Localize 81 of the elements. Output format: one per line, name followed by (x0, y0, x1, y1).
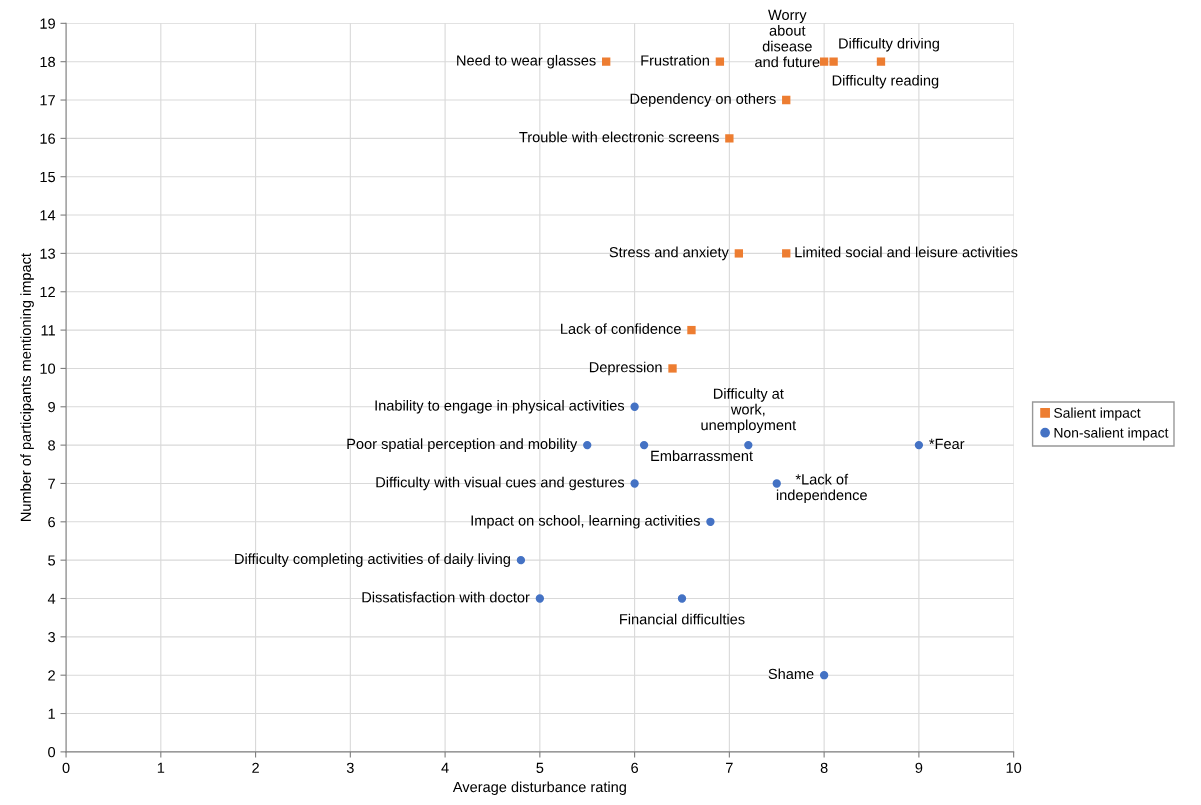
annotation: Embarrassment (651, 450, 753, 462)
y-tick-label: 3 (48, 631, 55, 643)
x-axis-title: Average disturbance rating (452, 781, 626, 796)
point (687, 325, 696, 335)
annotation: *Fear (929, 438, 965, 450)
annotation: Depression (589, 361, 662, 376)
y-tick-label: 1 (48, 708, 55, 719)
point (639, 440, 649, 450)
annotation: Difficulty completing activities of daily living (235, 553, 510, 567)
point (744, 440, 753, 450)
annotation: Dependency on others (630, 93, 776, 107)
annotation: Stress and anxiety (609, 246, 729, 261)
annotation: Difficulty reading (832, 74, 939, 89)
x-tick-label: 8 (820, 762, 828, 773)
point (914, 440, 924, 450)
y-tick-label: 11 (41, 325, 55, 336)
point (602, 57, 611, 66)
x-tick-label: 1 (157, 762, 165, 773)
annotation: Difficulty with visual cues and gestures (376, 476, 625, 491)
point (772, 479, 781, 488)
point (819, 57, 829, 66)
x-tick-label: 3 (346, 762, 354, 773)
point (677, 594, 687, 603)
x-tick-label: 9 (915, 762, 923, 773)
point (782, 95, 791, 105)
annotation: *Lack of independence (776, 473, 867, 504)
x-tick-label: 5 (536, 762, 544, 773)
annotation: Difficulty at work, unemployment (701, 388, 797, 434)
y-tick-label: 12 (40, 286, 55, 298)
point (725, 134, 734, 143)
x-tick-label: 4 (441, 762, 449, 773)
x-tick-label: 10 (1006, 762, 1022, 773)
y-tick-label: 15 (40, 171, 56, 183)
y-tick-label: 8 (48, 440, 55, 451)
x-tick-label: 0 (62, 762, 70, 773)
point (630, 402, 639, 411)
y-tick-label: 14 (40, 210, 56, 221)
point (535, 594, 545, 603)
legend-label: Salient impact (1054, 407, 1141, 421)
point (630, 479, 639, 488)
point (583, 440, 592, 450)
y-tick-label: 17 (40, 95, 55, 106)
annotation: Limited social and leisure activities (795, 246, 1018, 258)
point (715, 57, 725, 66)
y-tick-label: 6 (48, 516, 55, 528)
point (516, 555, 526, 565)
y-tick-label: 7 (48, 478, 55, 489)
y-axis-title: Number of participants mentioning impact (20, 253, 34, 521)
annotation: Need to wear glasses (457, 54, 596, 69)
annotation: Shame (768, 668, 814, 680)
y-tick-label: 0 (48, 746, 56, 758)
point (782, 249, 791, 258)
y-tick-label: 13 (40, 248, 55, 259)
x-tick-label: 2 (252, 762, 259, 773)
annotation: Dissatisfaction with doctor (362, 591, 530, 603)
point (734, 249, 744, 258)
x-tick-label: 7 (726, 762, 733, 773)
y-tick-label: 10 (40, 363, 56, 374)
point (876, 57, 886, 66)
y-tick-label: 18 (40, 56, 56, 68)
legend-label: Non-salient impact (1054, 427, 1169, 441)
point (819, 671, 829, 680)
annotation: Frustration (641, 54, 709, 66)
point (829, 57, 838, 66)
y-tick-label: 2 (48, 670, 55, 681)
y-tick-label: 4 (47, 593, 56, 604)
annotation: Worry about disease and future (755, 9, 820, 68)
annotation: Difficulty driving (839, 37, 939, 52)
y-tick-label: 16 (40, 133, 55, 144)
y-tick-label: 19 (40, 18, 55, 29)
annotation: Inability to engage in physical activities (375, 399, 625, 414)
y-tick-label: 5 (48, 555, 56, 566)
annotation: Financial difficulties (620, 613, 745, 625)
point (706, 517, 715, 526)
annotation: Lack of confidence (561, 323, 681, 335)
y-tick-label: 9 (48, 401, 55, 413)
annotation: Trouble with electronic screens (519, 131, 719, 143)
annotation: Poor spatial perception and mobility (347, 438, 578, 452)
annotation: Impact on school, learning activities (471, 515, 700, 529)
x-tick-label: 6 (631, 762, 639, 773)
point (668, 364, 677, 373)
